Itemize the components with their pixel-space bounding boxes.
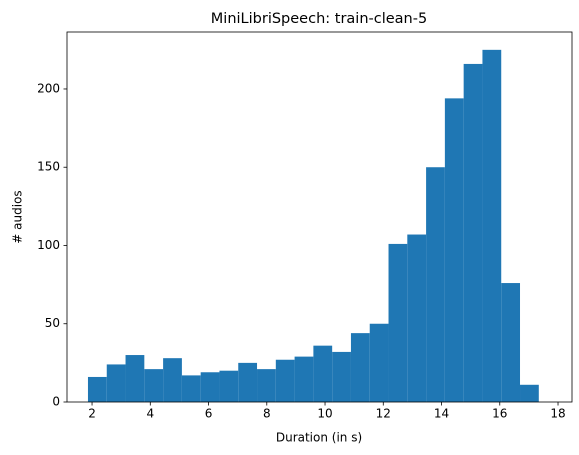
- x-tick-label: 14: [434, 407, 449, 421]
- x-axis-label: Duration (in s): [276, 431, 362, 445]
- y-tick-label: 0: [52, 395, 60, 409]
- bar: [87, 376, 107, 402]
- bar: [388, 243, 408, 402]
- plot-frame: [66, 31, 573, 403]
- x-tick-label: 16: [492, 407, 507, 421]
- bar: [501, 283, 521, 402]
- bar: [482, 49, 502, 402]
- bar: [463, 63, 483, 403]
- bar: [369, 323, 389, 402]
- bar: [294, 356, 314, 402]
- chart-title: MiniLibriSpeech: train-clean-5: [211, 11, 427, 27]
- bar: [219, 370, 239, 402]
- y-tick-label: 150: [37, 160, 60, 174]
- bar: [257, 369, 276, 402]
- x-tick-label: 2: [88, 407, 96, 421]
- bar: [181, 375, 201, 402]
- bar: [332, 351, 351, 402]
- bar: [144, 369, 164, 402]
- bar: [426, 167, 445, 402]
- bar: [313, 345, 333, 402]
- bar: [200, 372, 220, 402]
- x-tick-label: 4: [146, 407, 154, 421]
- x-tick-label: 12: [376, 407, 391, 421]
- bar: [238, 362, 258, 402]
- bar: [444, 98, 464, 403]
- y-axis-label: # audios: [11, 190, 25, 243]
- x-tick-label: 18: [550, 407, 565, 421]
- y-tick-label: 50: [45, 316, 60, 330]
- bar: [125, 355, 145, 402]
- x-tick-label: 10: [317, 407, 332, 421]
- bar: [407, 234, 427, 402]
- bar: [520, 384, 539, 402]
- x-tick-label: 8: [263, 407, 271, 421]
- bar: [350, 333, 370, 402]
- y-tick-label: 100: [37, 238, 60, 252]
- bar: [106, 364, 126, 402]
- y-tick-label: 200: [37, 81, 60, 95]
- bar: [163, 358, 182, 402]
- x-tick-label: 6: [205, 407, 213, 421]
- bar: [275, 359, 295, 402]
